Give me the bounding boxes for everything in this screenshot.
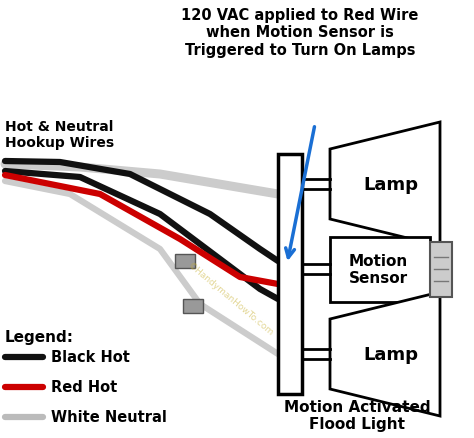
Polygon shape <box>330 292 440 416</box>
Text: White Neutral: White Neutral <box>51 410 167 424</box>
Text: Red Hot: Red Hot <box>51 380 117 395</box>
Text: Hot & Neutral
Hookup Wires: Hot & Neutral Hookup Wires <box>5 120 114 150</box>
Text: Motion
Sensor: Motion Sensor <box>348 253 408 286</box>
Text: Motion Activated
Flood Light: Motion Activated Flood Light <box>283 399 430 431</box>
Bar <box>278 155 302 394</box>
Text: Lamp: Lamp <box>363 176 418 194</box>
Polygon shape <box>330 123 440 247</box>
Bar <box>330 237 430 302</box>
Bar <box>175 254 195 268</box>
Text: Lamp: Lamp <box>363 345 418 363</box>
Bar <box>430 242 452 297</box>
Text: Black Hot: Black Hot <box>51 350 130 365</box>
Text: ©HandymanHowTo.com: ©HandymanHowTo.com <box>185 261 275 338</box>
Bar <box>183 299 203 313</box>
Text: Legend:: Legend: <box>5 329 74 344</box>
Text: 120 VAC applied to Red Wire
when Motion Sensor is
Triggered to Turn On Lamps: 120 VAC applied to Red Wire when Motion … <box>182 8 419 58</box>
